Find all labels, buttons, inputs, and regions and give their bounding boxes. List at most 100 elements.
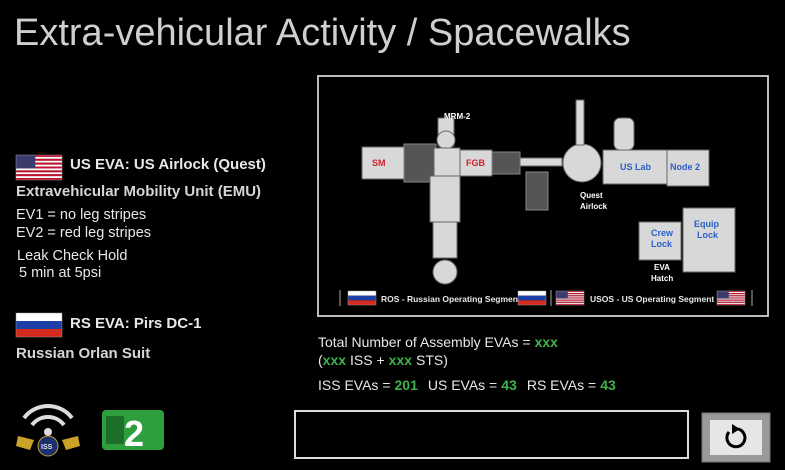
module-label: Quest (580, 191, 603, 200)
iss-value: 201 (395, 377, 419, 393)
flag-stripe (16, 329, 62, 337)
flag-stripe (556, 293, 584, 295)
rs-label: RS EVAs = (527, 377, 596, 393)
flag-border (15, 154, 63, 181)
flag-stripe (16, 321, 62, 329)
button-face (710, 420, 762, 455)
flag-stripe (16, 166, 62, 169)
green-logo: 2 (102, 410, 164, 454)
flag-border (517, 290, 547, 306)
flag-stripe (556, 299, 584, 301)
flag-stripe (16, 174, 62, 177)
title: Extra-vehicular Activity / Spacewalks (14, 12, 631, 54)
text-line: EV1 = no leg stripes (16, 207, 146, 223)
module-label: SM (372, 158, 386, 168)
flag-stripe (16, 156, 62, 159)
truss (519, 157, 563, 167)
flag-stripe (717, 302, 745, 304)
flag-canton (16, 155, 36, 169)
flag-stripe (556, 297, 584, 299)
flag-stripe (717, 293, 745, 295)
us-label: US EVAs = (428, 377, 497, 393)
refresh-icon (725, 427, 747, 449)
wings (16, 436, 80, 450)
total-label: Total Number of Assembly EVAs = (318, 334, 531, 350)
flag-stripe (556, 302, 584, 304)
module-label: Equip (694, 219, 719, 229)
logo-chip (106, 416, 124, 444)
us-flag (716, 290, 746, 306)
flag-stripe (348, 291, 376, 296)
ru-flag (347, 290, 377, 306)
node (436, 130, 456, 150)
flag-stripe (556, 301, 584, 303)
module (525, 171, 549, 211)
flag-stripe (16, 158, 62, 161)
flag-stripe (16, 170, 62, 173)
flag-stripe (556, 295, 584, 297)
sts-value: xxx (389, 352, 413, 368)
segment-label: ROS - Russian Operating Segment (381, 294, 521, 304)
flag-stripe (717, 294, 745, 296)
flag-border (347, 290, 377, 306)
rs-eva-heading: RS EVA: Pirs DC-1 (70, 315, 201, 332)
module-label: Crew (651, 228, 674, 238)
text-input[interactable] (294, 410, 689, 459)
flag-stripe (717, 299, 745, 301)
refresh-button[interactable] (701, 412, 771, 463)
module (429, 175, 461, 223)
flag-stripe (16, 155, 62, 157)
module (491, 151, 521, 175)
module (682, 207, 736, 273)
us-suit: Extravehicular Mobility Unit (EMU) (16, 183, 261, 200)
flag-stripe (717, 292, 745, 294)
us-flag (15, 154, 63, 181)
flag-stripe (16, 172, 62, 175)
flag-stripe (717, 300, 745, 302)
flag-stripe (717, 298, 745, 300)
flag-stripe (556, 292, 584, 294)
left-panel: US EVA: US Airlock (Quest) Extravehicula… (16, 156, 266, 362)
flag-stripe (556, 298, 584, 300)
flag-stripe (556, 294, 584, 296)
airlock-shape (562, 143, 602, 183)
flag-stripe (717, 296, 745, 298)
flag-border (716, 290, 746, 306)
module-label: US Lab (620, 162, 652, 172)
iss-sub-label: ISS + (350, 352, 385, 368)
flag-stripe (348, 295, 376, 301)
flag-stripe (717, 301, 745, 303)
flag-stripe (518, 291, 546, 296)
iss-label: ISS EVAs = (318, 377, 391, 393)
paren: ( (318, 352, 323, 368)
module-label: MRM-2 (444, 112, 471, 121)
total-value: xxx (535, 334, 559, 350)
iss-sub-value: xxx (323, 352, 347, 368)
module-label: Lock (651, 239, 673, 249)
module (432, 221, 458, 259)
flag-stripe (16, 164, 62, 167)
logo-number: 2 (124, 413, 144, 454)
module-label: Node 2 (670, 162, 700, 172)
logo-text: ISS (41, 444, 53, 451)
us-eva-heading: US EVA: US Airlock (Quest) (70, 156, 266, 173)
module (361, 146, 405, 180)
rs-value: 43 (600, 377, 616, 393)
flag-stripe (16, 178, 62, 180)
module (638, 221, 682, 261)
flag-canton (717, 291, 729, 299)
flag-border (15, 312, 63, 338)
us-value: 43 (501, 377, 517, 393)
ru-flag (517, 290, 547, 306)
wifi-dot (44, 428, 52, 436)
flag-stripe (518, 295, 546, 301)
module (666, 149, 710, 187)
total-line: Total Number of Assembly EVAs = xxx (318, 334, 558, 350)
rs-suit: Russian Orlan Suit (16, 345, 150, 362)
module-label: Airlock (580, 202, 608, 211)
flag-stripe (16, 176, 62, 179)
module-label: FGB (466, 158, 485, 168)
flag-canton (556, 291, 568, 299)
ru-flag (15, 312, 63, 338)
